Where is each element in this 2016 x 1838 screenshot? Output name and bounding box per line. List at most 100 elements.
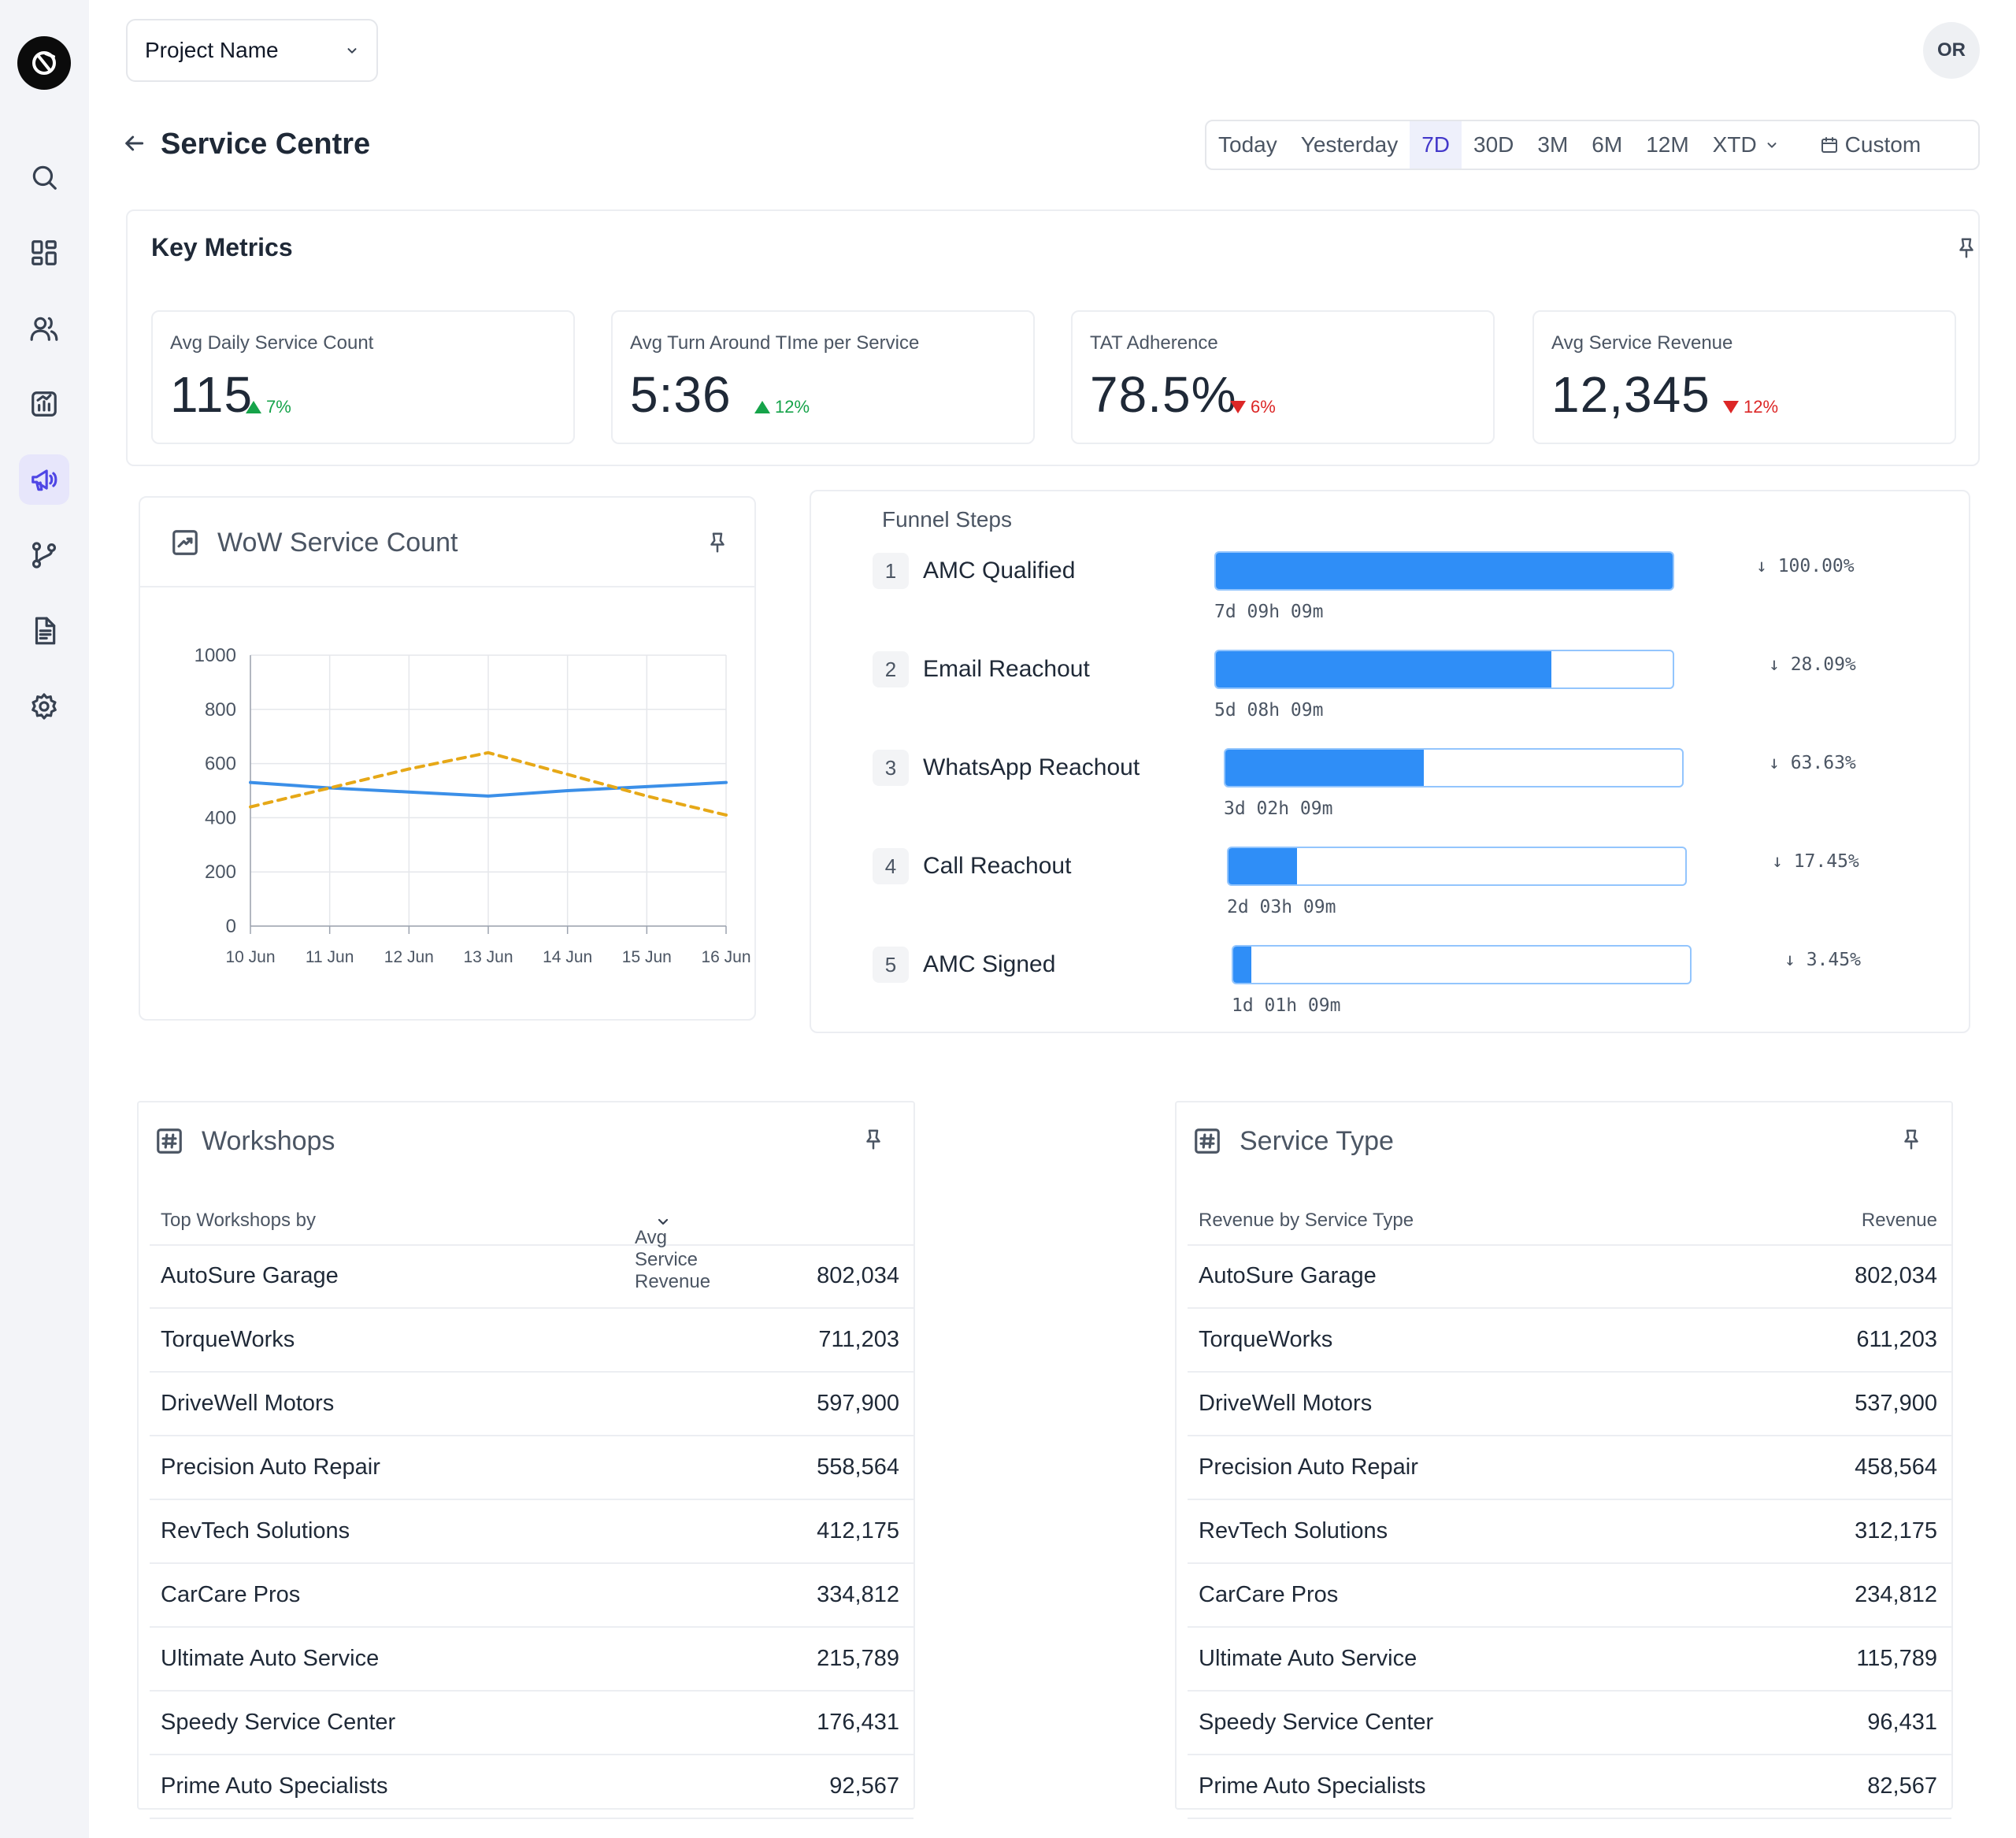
date-option-xtd[interactable]: XTD [1701,121,1797,169]
date-option-6m[interactable]: 6M [1592,132,1623,157]
date-option-custom[interactable]: Custom [1808,121,1933,169]
funnel-step-number: 3 [873,750,909,786]
table-row[interactable]: Precision Auto Repair 558,564 [150,1437,914,1500]
metric-label: Avg Daily Service Count [170,332,374,354]
table-row[interactable]: Prime Auto Specialists 82,567 [1188,1756,1951,1819]
date-option-12m[interactable]: 12M [1646,132,1689,157]
pin-icon[interactable] [862,1128,885,1151]
hash-icon [1192,1126,1222,1156]
table-row[interactable]: Precision Auto Repair 458,564 [1188,1437,1951,1500]
funnel-step-percent: ↓ 100.00% [1756,556,1855,576]
workshops-title: Workshops [202,1126,335,1156]
row-value: 215,789 [817,1646,899,1671]
series-line-1 [249,780,728,798]
row-name: Speedy Service Center [161,1710,396,1735]
sidebar [0,0,89,1838]
x-tick-label: 12 Jun [384,948,434,966]
table-row[interactable]: CarCare Pros 234,812 [1188,1565,1951,1628]
workshops-metric-dropdown[interactable]: Avg Service Revenue [635,1210,710,1292]
row-value: 611,203 [1856,1327,1937,1352]
metric-card-tat-adherence: TAT Adherence 78.5% 6% [1071,310,1495,444]
table-row[interactable]: TorqueWorks 711,203 [150,1310,914,1373]
date-option-yesterday[interactable]: Yesterday [1300,132,1399,157]
nav-settings-icon[interactable] [19,681,69,732]
row-name: DriveWell Motors [161,1391,335,1416]
avatar[interactable]: OR [1923,22,1980,79]
table-row[interactable]: Prime Auto Specialists 92,567 [150,1756,914,1819]
trend-up-icon [246,401,261,413]
row-value: 92,567 [829,1773,899,1799]
metric-delta-value: 6% [1251,397,1276,417]
y-tick-label: 600 [205,754,236,775]
funnel-step-label: AMC Qualified [923,558,1076,584]
table-row[interactable]: Speedy Service Center 176,431 [150,1692,914,1755]
date-option-7d[interactable]: 7D [1410,121,1462,169]
table-row[interactable]: Ultimate Auto Service 115,789 [1188,1629,1951,1692]
table-row[interactable]: TorqueWorks 611,203 [1188,1310,1951,1373]
row-value: 82,567 [1867,1773,1937,1799]
funnel-step-label: Call Reachout [923,853,1072,879]
date-option-30d[interactable]: 30D [1473,132,1514,157]
table-row[interactable]: DriveWell Motors 537,900 [1188,1373,1951,1436]
metric-card-service-revenue: Avg Service Revenue 12,345 12% [1532,310,1956,444]
row-value: 802,034 [1855,1263,1937,1288]
pin-icon[interactable] [706,531,729,554]
table-row[interactable]: CarCare Pros 334,812 [150,1565,914,1628]
nav-document-icon[interactable] [19,606,69,656]
workshops-table-header: Top Workshops by Avg Service Revenue [150,1192,914,1292]
project-select-label: Project Name [145,38,279,62]
funnel-step-label: WhatsApp Reachout [923,754,1140,780]
table-row[interactable]: DriveWell Motors 597,900 [150,1373,914,1436]
metric-delta: 12% [1723,397,1778,417]
date-option-today[interactable]: Today [1218,132,1277,157]
funnel-step-time: 2d 03h 09m [1227,897,1336,917]
y-tick-label: 800 [205,699,236,721]
wow-chart-header: WoW Service Count [140,498,754,587]
table-row[interactable]: Speedy Service Center 96,431 [1188,1692,1951,1755]
date-option-3m[interactable]: 3M [1537,132,1569,157]
y-tick-label: 400 [205,807,236,828]
table-row[interactable]: RevTech Solutions 312,175 [1188,1501,1951,1564]
nav-users-icon[interactable] [19,303,69,354]
key-metrics-panel: Key Metrics Avg Daily Service Count 115 … [126,209,1980,466]
back-arrow-icon[interactable] [121,131,146,156]
nav-branch-icon[interactable] [19,530,69,580]
logo-icon[interactable] [17,36,71,90]
wow-line-chart: 1000 800 600 400 200 0 10 Jun 11 Jun 12 Jun 13 Ju… [195,645,751,966]
row-value: 558,564 [817,1454,899,1480]
workshops-col-name: Top Workshops by [161,1210,316,1231]
wow-chart-panel: WoW Service Count 1000 800 600 400 200 0 10 Ju… [139,496,756,1021]
funnel-step-time: 5d 08h 09m [1214,700,1324,721]
funnel-step-bar [1214,551,1674,591]
row-name: Prime Auto Specialists [161,1773,388,1799]
funnel-step-bar [1214,650,1674,689]
pin-icon[interactable] [1955,236,1978,260]
metric-delta: 12% [754,397,810,417]
table-row[interactable]: Ultimate Auto Service 215,789 [150,1629,914,1692]
pin-icon[interactable] [1899,1128,1923,1151]
nav-analytics-icon[interactable] [19,379,69,429]
metric-label: Avg Service Revenue [1551,332,1733,354]
service-type-col-name: Revenue by Service Type [1199,1210,1414,1231]
row-name: AutoSure Garage [1199,1263,1377,1288]
metric-value: 12,345 [1551,366,1710,423]
x-tick-label: 16 Jun [701,948,750,966]
metric-value: 115 [170,366,254,423]
service-type-panel: Service Type Revenue by Service Type Rev… [1175,1101,1953,1819]
nav-search-icon[interactable] [19,152,69,202]
table-row[interactable]: AutoSure Garage 802,034 [1188,1246,1951,1309]
nav-megaphone-icon[interactable] [19,454,69,505]
table-row[interactable]: RevTech Solutions 412,175 [150,1501,914,1564]
wow-chart-title: WoW Service Count [217,528,458,558]
row-name: TorqueWorks [161,1327,295,1352]
x-tick-label: 10 Jun [225,948,275,966]
funnel-panel: Funnel Steps 1 AMC Qualified 7d 09h 09m … [810,490,1970,1033]
row-name: RevTech Solutions [1199,1518,1388,1543]
metric-delta-value: 12% [775,397,810,417]
metric-label: TAT Adherence [1090,332,1218,354]
nav-dashboard-icon[interactable] [19,228,69,278]
table-row[interactable]: AutoSure Garage 802,034 [150,1246,914,1309]
logo-mark [32,51,56,75]
funnel-step-number: 1 [873,553,909,589]
project-select[interactable]: Project Name [126,19,378,82]
